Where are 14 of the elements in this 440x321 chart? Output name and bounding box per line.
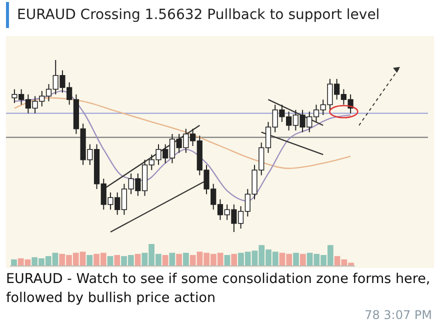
bar: [114, 255, 120, 266]
chart-title: EURAUD Crossing 1.56632 Pullback to support level: [6, 2, 380, 28]
text: EURAUD - Watch to see if some consolidation zone forms here, followed by bullish price action: [6, 270, 432, 308]
bar: [300, 254, 306, 266]
bar: [224, 255, 230, 266]
bar: [107, 256, 114, 266]
bar: [231, 254, 238, 266]
bar: [183, 252, 189, 266]
bar: [86, 255, 93, 266]
bar: [162, 255, 168, 266]
bar: [293, 252, 299, 266]
bar: [176, 254, 182, 266]
text: 78 3:07 PM: [364, 308, 432, 321]
bar: [11, 259, 17, 266]
